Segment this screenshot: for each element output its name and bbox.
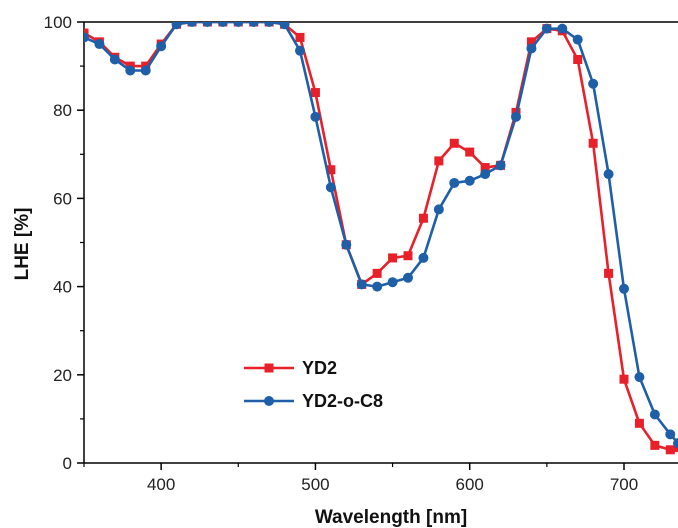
data-point	[434, 156, 444, 166]
data-point	[356, 279, 367, 290]
data-point	[217, 22, 228, 27]
data-point	[387, 277, 398, 288]
data-point	[202, 22, 213, 27]
data-point	[619, 283, 629, 294]
series-line-yd2-o-c8	[84, 22, 678, 445]
y-tick-label-20: 20	[53, 366, 72, 385]
data-point	[634, 418, 644, 428]
data-point	[557, 23, 568, 34]
data-point	[495, 160, 506, 171]
data-point	[418, 213, 428, 223]
data-point	[156, 41, 167, 52]
data-point	[634, 372, 645, 383]
data-point	[588, 78, 599, 89]
legend-item-yd2: YD2	[244, 358, 337, 378]
legend-marker-yd2-o-c8	[264, 396, 274, 406]
data-point	[604, 268, 614, 278]
data-point	[325, 182, 336, 193]
data-point	[94, 39, 105, 50]
y-tick-label-0: 0	[63, 454, 72, 473]
data-point	[650, 440, 660, 450]
data-point	[372, 281, 383, 292]
data-point	[464, 175, 475, 186]
data-point	[125, 65, 136, 76]
data-point	[109, 54, 120, 65]
legend-label-yd2: YD2	[302, 358, 337, 378]
legend-marker-yd2	[264, 363, 274, 373]
x-tick-label-400: 400	[147, 475, 175, 494]
legend: YD2 YD2-o-C8	[244, 358, 383, 411]
data-point	[295, 45, 305, 56]
data-point	[372, 268, 382, 278]
data-point	[433, 204, 444, 215]
data-point	[295, 32, 305, 42]
legend-label-yd2-o-c8: YD2-o-C8	[302, 391, 383, 411]
x-tick-label-500: 500	[301, 475, 329, 494]
series-yd2-o-c8	[84, 22, 678, 449]
data-point	[588, 138, 598, 148]
data-point	[233, 22, 244, 27]
data-point	[511, 111, 521, 122]
data-point	[465, 147, 475, 157]
data-point	[248, 22, 259, 27]
data-point	[673, 438, 678, 449]
data-point	[310, 111, 321, 122]
data-point	[84, 32, 89, 43]
data-point	[341, 239, 352, 250]
data-point	[665, 445, 675, 455]
y-axis-title: LHE [%]	[12, 208, 33, 281]
data-point	[619, 374, 629, 384]
data-point	[541, 23, 552, 34]
data-point	[264, 22, 275, 27]
data-point	[480, 169, 491, 180]
data-point	[480, 163, 490, 173]
data-point	[649, 409, 660, 420]
data-point	[171, 22, 182, 30]
x-tick-label-700: 700	[610, 475, 638, 494]
data-point	[449, 177, 460, 188]
data-point	[403, 251, 413, 261]
data-point	[326, 165, 336, 175]
data-point	[603, 169, 614, 180]
y-tick-label-40: 40	[53, 278, 72, 297]
data-point	[279, 22, 290, 30]
y-tick-label-100: 100	[44, 13, 72, 32]
y-tick-label-60: 60	[53, 189, 72, 208]
legend-item-yd2-o-c8: YD2-o-C8	[244, 391, 383, 411]
data-point	[418, 252, 429, 263]
data-point	[310, 88, 320, 98]
data-point	[526, 37, 536, 47]
data-point	[388, 253, 398, 263]
data-point	[665, 429, 676, 440]
y-tick-label-80: 80	[53, 101, 72, 120]
data-point	[572, 34, 583, 45]
x-tick-label-600: 600	[456, 475, 484, 494]
data-point	[403, 272, 413, 283]
x-axis-title: Wavelength [nm]	[315, 507, 467, 528]
data-point	[573, 54, 583, 64]
data-point	[526, 43, 537, 54]
data-point	[187, 22, 197, 27]
data-point	[449, 138, 459, 148]
data-point	[140, 65, 151, 76]
